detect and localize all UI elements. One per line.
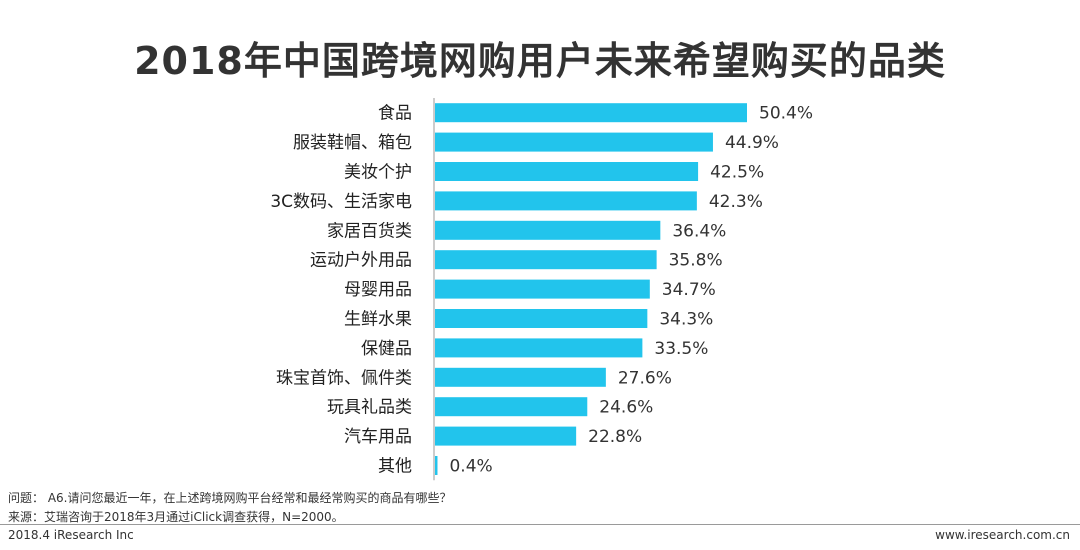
survey-question-note: 问题： A6.请问您最近一年，在上述跨境网购平台经常和最经常购买的商品有哪些？ xyxy=(8,491,452,505)
value-label: 42.5% xyxy=(710,163,764,183)
value-label: 34.3% xyxy=(659,310,713,330)
category-label: 保健品 xyxy=(361,339,412,359)
bar xyxy=(435,338,643,358)
value-label: 50.4% xyxy=(759,104,813,124)
bar xyxy=(435,279,650,299)
category-label: 其他 xyxy=(378,457,412,477)
category-label: 玩具礼品类 xyxy=(327,398,412,418)
bar xyxy=(435,426,577,446)
bar xyxy=(435,191,697,211)
category-label: 食品 xyxy=(378,104,412,124)
value-label: 34.7% xyxy=(662,280,716,300)
value-label: 22.8% xyxy=(588,427,642,447)
category-label: 珠宝首饰、佩件类 xyxy=(276,368,412,388)
bar xyxy=(435,132,713,152)
category-label: 家居百货类 xyxy=(327,221,412,241)
bar xyxy=(435,250,657,270)
value-label: 0.4% xyxy=(449,457,492,477)
bar xyxy=(435,367,606,387)
footer-divider xyxy=(0,524,1080,525)
value-label: 42.3% xyxy=(709,192,763,212)
bar xyxy=(435,220,661,240)
footer-website: www.iresearch.com.cn xyxy=(935,528,1070,542)
value-label: 36.4% xyxy=(672,221,726,241)
value-label: 35.8% xyxy=(669,251,723,271)
value-label: 27.6% xyxy=(618,368,672,388)
category-label: 服装鞋帽、箱包 xyxy=(293,133,412,153)
bars-group: 食品 50.4% 服装鞋帽、箱包 44.9% 美妆个护 42.5% 3C数码、生活家电 42.… xyxy=(270,103,813,477)
bar-chart: 食品 50.4% 服装鞋帽、箱包 44.9% 美妆个护 42.5% 3C数码、生活家电 42.… xyxy=(270,98,813,481)
chart-title: 2018年中国跨境网购用户未来希望购买的品类 xyxy=(134,39,946,83)
value-label: 33.5% xyxy=(654,339,708,359)
bar xyxy=(435,456,438,475)
bar xyxy=(435,162,699,181)
category-label: 美妆个护 xyxy=(344,163,412,183)
bar xyxy=(435,103,747,123)
bar xyxy=(435,397,588,417)
value-label: 44.9% xyxy=(725,133,779,153)
bar xyxy=(435,309,648,328)
category-label: 运动户外用品 xyxy=(310,251,412,271)
source-note: 来源：艾瑞咨询于2018年3月通过iClick调查获得，N=2000。 xyxy=(8,510,344,524)
value-label: 24.6% xyxy=(599,398,653,418)
category-label: 3C数码、生活家电 xyxy=(270,192,412,212)
category-label: 生鲜水果 xyxy=(344,310,412,330)
footer-copyright: 2018.4 iResearch Inc xyxy=(8,528,134,542)
category-label: 母婴用品 xyxy=(344,280,412,300)
category-label: 汽车用品 xyxy=(344,427,412,447)
